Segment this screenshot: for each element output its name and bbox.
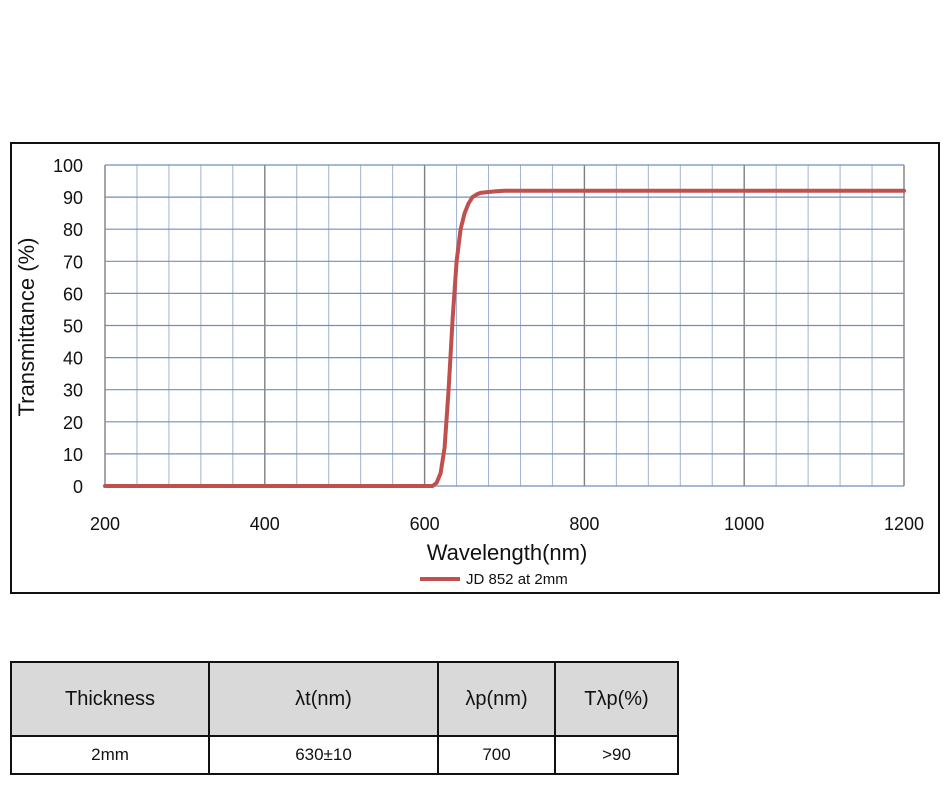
series-lines xyxy=(103,188,906,488)
header-t-lambda-p: Tλp(%) xyxy=(554,661,679,737)
x-axis-title: Wavelength(nm) xyxy=(427,540,588,565)
y-tick-label: 90 xyxy=(63,188,83,208)
table-header-row: Thickness λt(nm) λp(nm) Tλp(%) xyxy=(10,661,679,737)
x-tick-label: 400 xyxy=(250,514,280,534)
header-lambda-p: λp(nm) xyxy=(437,661,556,737)
y-tick-label: 30 xyxy=(63,381,83,401)
cell-thickness: 2mm xyxy=(10,735,210,775)
grid xyxy=(104,164,905,487)
chart-frame: 0 10 20 30 40 50 60 70 80 90 100 200 400 600 800 1000 1… xyxy=(10,142,940,594)
cell-t-lambda-p: >90 xyxy=(554,735,679,775)
series-line xyxy=(103,188,906,488)
y-tick-label: 60 xyxy=(63,284,83,304)
x-tick-label: 600 xyxy=(410,514,440,534)
table-row: 2mm 630±10 700 >90 xyxy=(10,735,679,775)
transmittance-chart: 0 10 20 30 40 50 60 70 80 90 100 200 400 600 800 1000 1… xyxy=(14,156,924,588)
x-tick-label: 800 xyxy=(569,514,599,534)
x-tick-labels: 200 400 600 800 1000 1200 xyxy=(90,514,924,534)
legend-label: JD 852 at 2mm xyxy=(466,571,568,588)
y-tick-label: 10 xyxy=(63,445,83,465)
cell-lambda-t: 630±10 xyxy=(208,735,439,775)
y-tick-label: 0 xyxy=(73,477,83,497)
y-tick-label: 100 xyxy=(53,156,83,176)
legend: JD 852 at 2mm xyxy=(420,571,568,588)
cell-lambda-p: 700 xyxy=(437,735,556,775)
spec-table: Thickness λt(nm) λp(nm) Tλp(%) 2mm 630±1… xyxy=(10,661,679,775)
x-tick-label: 1000 xyxy=(724,514,764,534)
y-tick-label: 50 xyxy=(63,317,83,337)
x-tick-label: 1200 xyxy=(884,514,924,534)
header-thickness: Thickness xyxy=(10,661,210,737)
y-tick-label: 80 xyxy=(63,220,83,240)
y-tick-label: 20 xyxy=(63,413,83,433)
y-tick-labels: 0 10 20 30 40 50 60 70 80 90 100 xyxy=(53,156,83,497)
x-tick-label: 200 xyxy=(90,514,120,534)
y-axis-title: Transmittance (%) xyxy=(14,238,39,417)
y-tick-label: 40 xyxy=(63,349,83,369)
header-lambda-t: λt(nm) xyxy=(208,661,439,737)
y-tick-label: 70 xyxy=(63,252,83,272)
